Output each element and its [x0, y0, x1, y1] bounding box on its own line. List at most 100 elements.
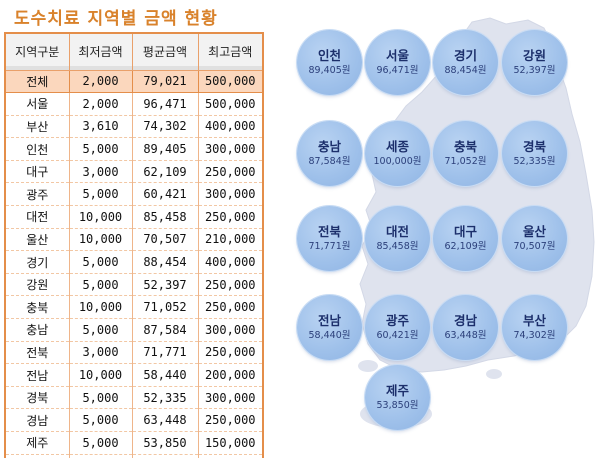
chart-title: 도수치료 지역별 금액 현황 [14, 9, 218, 29]
region-bubble-amount: 87,584원 [308, 156, 351, 167]
region-bubble-amount: 85,458원 [376, 241, 419, 252]
region-bubble-amount: 53,850원 [376, 400, 419, 411]
cell-max: 300,000 [197, 137, 264, 161]
header-min: 최저금액 [68, 32, 133, 71]
cell-region: 대구 [4, 160, 70, 184]
region-bubble-amount: 63,448원 [444, 330, 487, 341]
cell-avg: 79,021 [131, 69, 199, 94]
table-row: 경기 5,000 88,454 400,000 [4, 250, 264, 274]
cell-region: 울산 [4, 228, 70, 252]
region-bubble-name: 경북 [522, 139, 546, 154]
region-bubble-amount: 74,302원 [513, 330, 556, 341]
table-row: 세종80,000100,000120,000 [4, 454, 264, 458]
region-bubble: 부산 74,302원 [502, 295, 567, 360]
cell-min: 5,000 [68, 386, 133, 410]
region-bubble: 충북 71,052원 [433, 121, 498, 186]
region-bubble: 충남 87,584원 [297, 121, 362, 186]
cell-max: 250,000 [197, 205, 264, 229]
cell-avg: 52,335 [131, 386, 199, 410]
cell-avg: 87,584 [131, 318, 199, 342]
table-row-total: 전체 2,000 79,021 500,000 [4, 69, 264, 94]
region-bubble-amount: 52,335원 [513, 156, 556, 167]
table-row: 광주 5,000 60,421 300,000 [4, 182, 264, 207]
table-row: 서울 2,000 96,471 500,000 [4, 92, 264, 116]
cell-min: 5,000 [68, 182, 133, 207]
region-bubble-name: 충남 [317, 139, 341, 154]
cell-max: 210,000 [197, 228, 264, 252]
cell-max: 500,000 [197, 69, 264, 94]
cell-region: 경기 [4, 250, 70, 274]
table-row: 대구 3,000 62,109 250,000 [4, 160, 264, 184]
region-bubble: 경북 52,335원 [502, 121, 567, 186]
cell-max: 250,000 [197, 408, 264, 432]
cell-min: 10,000 [68, 228, 133, 252]
region-bubble: 대구 62,109원 [433, 206, 498, 271]
table-row: 전북 3,000 71,771 250,000 [4, 341, 264, 365]
cell-avg: 70,507 [131, 228, 199, 252]
region-bubble: 대전 85,458원 [365, 206, 430, 271]
cell-avg: 53,850 [131, 431, 199, 455]
table-row: 울산 10,000 70,507 210,000 [4, 228, 264, 252]
table-row: 경남 5,000 63,448 250,000 [4, 408, 264, 432]
region-bubble: 광주 60,421원 [365, 295, 430, 360]
table-row: 충북 10,000 71,052 250,000 [4, 295, 264, 320]
cell-min: 10,000 [68, 295, 133, 320]
cell-max: 250,000 [197, 295, 264, 320]
cell-region: 전체 [4, 69, 70, 94]
cell-avg: 58,440 [131, 363, 199, 387]
cell-avg: 60,421 [131, 182, 199, 207]
region-bubble-name: 세종 [385, 139, 409, 154]
region-bubble-amount: 89,405원 [308, 65, 351, 76]
region-bubble-name: 대구 [453, 224, 477, 239]
island-shape [358, 360, 378, 372]
region-bubble-amount: 62,109원 [444, 241, 487, 252]
cell-min: 2,000 [68, 69, 133, 94]
cell-region: 경북 [4, 386, 70, 410]
cell-min: 5,000 [68, 273, 133, 297]
cell-min: 2,000 [68, 92, 133, 116]
cell-region: 경남 [4, 408, 70, 432]
region-bubble: 경기 88,454원 [433, 30, 498, 95]
cell-max: 300,000 [197, 386, 264, 410]
table-row: 경북 5,000 52,335 300,000 [4, 386, 264, 410]
region-bubble-name: 서울 [385, 48, 409, 63]
cell-region: 전남 [4, 363, 70, 387]
cell-max: 400,000 [197, 115, 264, 139]
region-bubble: 세종 100,000원 [365, 121, 430, 186]
cell-min: 80,000 [68, 454, 133, 458]
cell-avg: 71,052 [131, 295, 199, 320]
region-bubble-name: 경기 [453, 48, 477, 63]
cell-region: 인천 [4, 137, 70, 161]
cell-region: 충남 [4, 318, 70, 342]
cell-region: 제주 [4, 431, 70, 455]
cell-max: 150,000 [197, 431, 264, 455]
region-bubble-amount: 88,454원 [444, 65, 487, 76]
cell-min: 10,000 [68, 205, 133, 229]
island-shape [486, 369, 502, 379]
cell-avg: 100,000 [131, 454, 199, 458]
region-bubble-name: 대전 [385, 224, 409, 239]
cell-max: 250,000 [197, 341, 264, 365]
cell-max: 250,000 [197, 273, 264, 297]
cell-min: 5,000 [68, 250, 133, 274]
cell-max: 300,000 [197, 182, 264, 207]
cell-avg: 85,458 [131, 205, 199, 229]
region-bubble-amount: 58,440원 [308, 330, 351, 341]
region-bubble-name: 제주 [385, 383, 409, 398]
cell-avg: 63,448 [131, 408, 199, 432]
region-bubble-name: 인천 [317, 48, 341, 63]
cell-max: 120,000 [197, 454, 264, 458]
cell-region: 서울 [4, 92, 70, 116]
table-row: 전남 10,000 58,440 200,000 [4, 363, 264, 387]
region-bubble-name: 강원 [522, 48, 546, 63]
cell-region: 대전 [4, 205, 70, 229]
header-region: 지역구분 [4, 32, 70, 71]
cell-region: 세종 [4, 454, 70, 458]
region-bubble-amount: 70,507원 [513, 241, 556, 252]
cell-min: 3,000 [68, 341, 133, 365]
header-avg: 평균금액 [131, 32, 199, 71]
cell-region: 충북 [4, 295, 70, 320]
table-header-row: 지역구분 최저금액 평균금액 최고금액 [4, 32, 264, 71]
table-row: 부산 3,610 74,302 400,000 [4, 115, 264, 139]
region-bubble-amount: 60,421원 [376, 330, 419, 341]
